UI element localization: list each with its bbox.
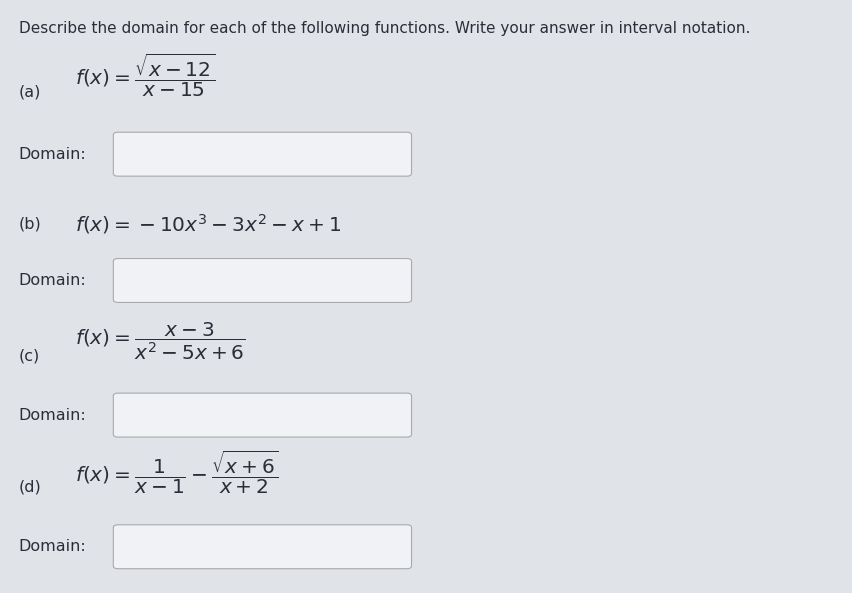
Text: $f(x) = \dfrac{1}{x-1} - \dfrac{\sqrt{x+6}}{x+2}$: $f(x) = \dfrac{1}{x-1} - \dfrac{\sqrt{x+… bbox=[75, 449, 279, 496]
Text: (b): (b) bbox=[19, 216, 42, 232]
Text: $f(x) = \dfrac{\sqrt{x-12}}{x-15}$: $f(x) = \dfrac{\sqrt{x-12}}{x-15}$ bbox=[75, 52, 215, 99]
FancyBboxPatch shape bbox=[113, 132, 412, 176]
FancyBboxPatch shape bbox=[113, 525, 412, 569]
Text: $f(x) = \dfrac{x-3}{x^2 - 5x + 6}$: $f(x) = \dfrac{x-3}{x^2 - 5x + 6}$ bbox=[75, 320, 245, 362]
FancyBboxPatch shape bbox=[113, 259, 412, 302]
Text: Domain:: Domain: bbox=[19, 146, 87, 162]
Text: (d): (d) bbox=[19, 480, 42, 495]
Text: Describe the domain for each of the following functions. Write your answer in in: Describe the domain for each of the foll… bbox=[19, 21, 750, 36]
Text: Domain:: Domain: bbox=[19, 273, 87, 288]
Text: $f(x) = -10x^3 - 3x^2 - x + 1$: $f(x) = -10x^3 - 3x^2 - x + 1$ bbox=[75, 212, 341, 236]
Text: Domain:: Domain: bbox=[19, 539, 87, 554]
Text: (a): (a) bbox=[19, 84, 41, 100]
FancyBboxPatch shape bbox=[113, 393, 412, 437]
Text: (c): (c) bbox=[19, 348, 40, 364]
Text: Domain:: Domain: bbox=[19, 407, 87, 423]
